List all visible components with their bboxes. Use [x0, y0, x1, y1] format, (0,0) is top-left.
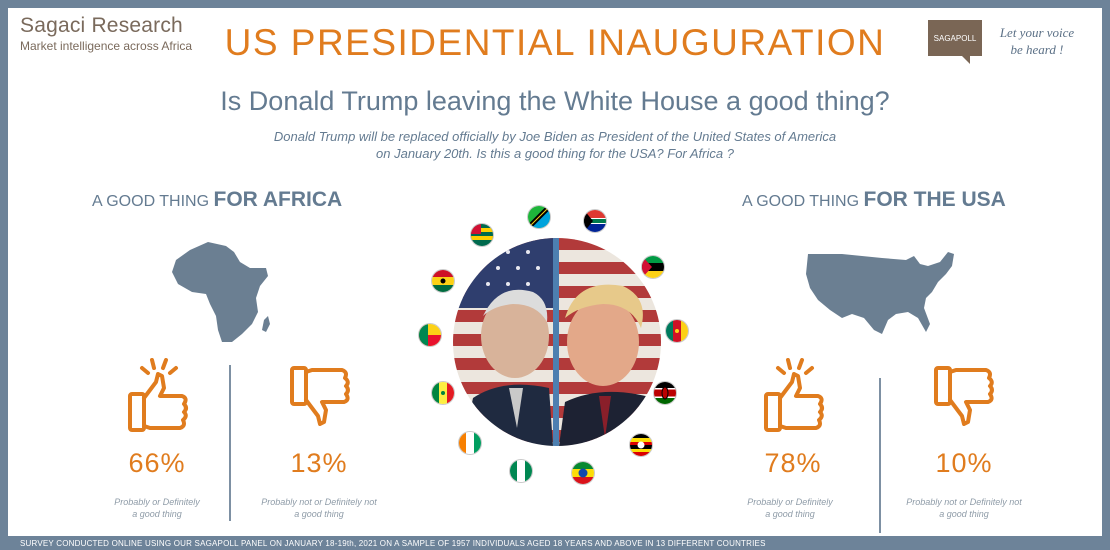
- usa-good-label: Probably or Definitely a good thing: [747, 497, 833, 519]
- kenya-flag-icon: [654, 382, 676, 404]
- africa-good-label: Probably or Definitely a good thing: [114, 497, 200, 519]
- thumbs-up-icon: [128, 358, 188, 432]
- africa-good-percent: 66%: [128, 448, 186, 478]
- thumbs-up-icon: [764, 358, 824, 432]
- africa-bad-percent: 13%: [290, 448, 348, 478]
- africa-bad-label: Probably not or Definitely not a good th…: [261, 497, 377, 519]
- africa-divider: [229, 365, 231, 521]
- benin-flag-icon: [419, 324, 441, 346]
- question-subtitle: Donald Trump will be replaced officially…: [273, 129, 837, 161]
- infographic-card: Sagaci Research Market intelligence acro…: [8, 8, 1102, 536]
- usa-bad-percent: 10%: [935, 448, 993, 478]
- sagapoll-logo: SAGAPOLL: [928, 20, 982, 56]
- africa-map-icon: [172, 242, 270, 342]
- survey-footnote: SURVEY CONDUCTED ONLINE USING OUR SAGAPO…: [20, 539, 766, 548]
- candidates-portrait-circle: [453, 238, 661, 446]
- uganda-flag-icon: [630, 434, 652, 456]
- usa-heading: A GOOD THING FOR THE USA: [742, 188, 1006, 211]
- question-heading: Is Donald Trump leaving the White House …: [220, 86, 890, 116]
- mozambique-flag-icon: [642, 256, 664, 278]
- brand-name: Sagaci Research: [20, 14, 183, 37]
- tanzania-flag-icon: [528, 206, 550, 228]
- speech-bubble-tail-icon: [962, 56, 970, 64]
- usa-map-icon: [806, 252, 954, 334]
- usa-bad-label: Probably not or Definitely not a good th…: [906, 497, 1022, 519]
- thumbs-down-icon: [934, 366, 994, 426]
- ghana-flag-icon: [432, 270, 454, 292]
- togo-flag-icon: [471, 224, 493, 246]
- senegal-flag-icon: [432, 382, 454, 404]
- usa-good-percent: 78%: [764, 448, 822, 478]
- thumbs-down-icon: [290, 366, 350, 426]
- brand-logo: Sagaci Research Market intelligence acro…: [20, 14, 192, 53]
- voice-slogan: Let your voice be heard !: [999, 25, 1075, 57]
- ethiopia-flag-icon: [572, 462, 594, 484]
- africa-heading: A GOOD THING FOR AFRICA: [92, 188, 343, 211]
- usa-divider: [879, 378, 881, 533]
- nigeria-flag-icon: [510, 460, 532, 482]
- cameroon-flag-icon: [666, 320, 688, 342]
- brand-tagline: Market intelligence across Africa: [20, 39, 193, 53]
- main-title: US PRESIDENTIAL INAUGURATION: [224, 22, 886, 63]
- south-africa-flag-icon: [584, 210, 606, 232]
- ivory-coast-flag-icon: [459, 432, 481, 454]
